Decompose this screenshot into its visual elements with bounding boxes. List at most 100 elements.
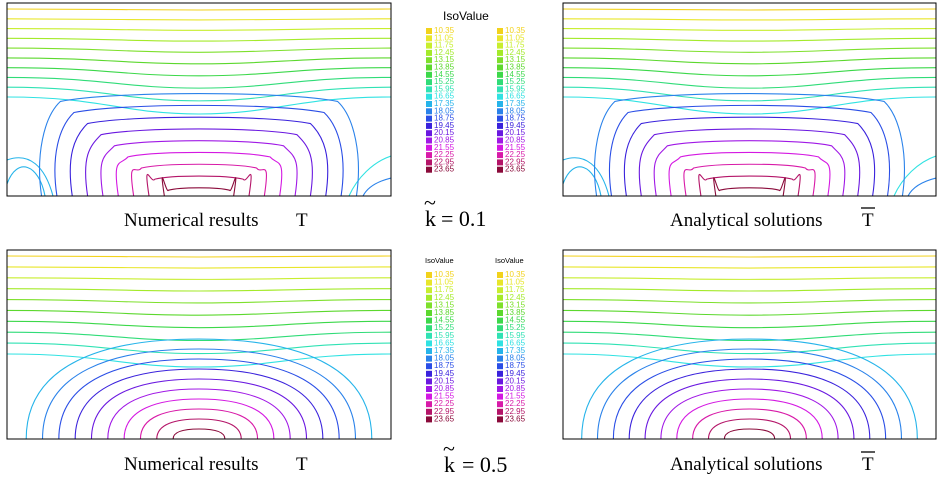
contour-line bbox=[660, 388, 839, 439]
legend-r1-right: 10.3511.0511.7512.4513.1513.8514.5515.25… bbox=[497, 26, 526, 174]
contour-line bbox=[90, 378, 308, 439]
legend-value: 10.35 bbox=[505, 270, 526, 279]
legend-swatch bbox=[497, 86, 503, 93]
legend-value: 19.45 bbox=[434, 369, 455, 378]
contour-line bbox=[7, 288, 391, 292]
contour-line bbox=[115, 151, 283, 196]
legend-value: 13.85 bbox=[434, 63, 455, 72]
legend-swatch bbox=[426, 294, 432, 301]
legend-title-r1: IsoValue bbox=[443, 9, 489, 23]
contour-line bbox=[563, 18, 936, 21]
legend-value: 21.55 bbox=[505, 143, 526, 152]
contour-line bbox=[74, 368, 324, 439]
legend-swatch bbox=[426, 42, 432, 49]
legend-swatch bbox=[497, 152, 503, 159]
legend-swatch bbox=[426, 122, 432, 129]
legend-swatch bbox=[426, 49, 432, 56]
legend-swatch bbox=[426, 340, 432, 347]
legend-value: 11.75 bbox=[434, 285, 454, 294]
legend-swatch bbox=[426, 137, 432, 144]
legend-swatch bbox=[497, 64, 503, 71]
contour-line bbox=[131, 163, 267, 196]
legend-swatch bbox=[426, 57, 432, 64]
legend-swatch bbox=[426, 71, 432, 78]
legend-value: 22.25 bbox=[434, 399, 455, 408]
contour-line bbox=[653, 140, 846, 196]
legend-value: 18.75 bbox=[434, 361, 455, 370]
legend-swatch bbox=[497, 325, 503, 332]
contour-line bbox=[563, 299, 936, 304]
legend-value: 21.55 bbox=[505, 392, 526, 401]
legend-swatch bbox=[497, 137, 503, 144]
contour-line bbox=[563, 277, 936, 280]
legend-value: 19.45 bbox=[505, 121, 526, 130]
legend-value: 23.65 bbox=[434, 414, 455, 423]
legend-value: 22.95 bbox=[434, 157, 455, 166]
panel-r1-right bbox=[562, 2, 937, 197]
contour-line bbox=[907, 177, 936, 196]
contour-line bbox=[58, 358, 340, 439]
legend-value: 16.65 bbox=[434, 338, 455, 347]
legend-swatch bbox=[497, 348, 503, 354]
contour-line bbox=[668, 151, 831, 196]
legend-value: 19.45 bbox=[505, 369, 526, 378]
legend-value: 12.45 bbox=[434, 293, 455, 302]
row1-left-caption: Numerical results bbox=[124, 210, 259, 231]
legend-value: 16.65 bbox=[434, 92, 455, 101]
contour-line bbox=[7, 266, 391, 269]
contour-line bbox=[563, 157, 610, 196]
legend-swatch bbox=[426, 348, 432, 354]
legend-swatch bbox=[497, 340, 503, 347]
legend-value: 20.15 bbox=[434, 128, 455, 137]
legend-value: 20.85 bbox=[434, 136, 455, 145]
legend-value: 18.75 bbox=[505, 361, 526, 370]
legend-swatch bbox=[497, 332, 503, 339]
legend-swatch bbox=[426, 416, 432, 423]
legend-value: 22.95 bbox=[505, 407, 526, 416]
legend-r1-left: 10.3511.0511.7512.4513.1513.8514.5515.25… bbox=[426, 26, 455, 174]
contour-line bbox=[596, 348, 903, 439]
contour-line bbox=[563, 37, 936, 42]
legend-value: 20.15 bbox=[434, 376, 455, 385]
panel-r2-left-contours bbox=[7, 255, 391, 439]
legend-value: 22.95 bbox=[434, 407, 455, 416]
legend-swatch bbox=[497, 355, 503, 362]
contour-line bbox=[69, 116, 329, 196]
legend-value: 22.25 bbox=[434, 150, 455, 159]
legend-title-r2-left: IsoValue bbox=[425, 256, 454, 265]
legend-swatch bbox=[497, 363, 503, 370]
row1-left-symbol: T bbox=[296, 210, 308, 231]
legend-value: 17.35 bbox=[434, 346, 455, 355]
legend-swatch bbox=[497, 108, 503, 115]
contour-line bbox=[161, 177, 237, 196]
legend-value: 23.65 bbox=[434, 165, 455, 174]
contour-line bbox=[7, 67, 391, 77]
legend-swatch bbox=[497, 35, 503, 42]
legend-swatch bbox=[497, 28, 503, 34]
legend-value: 21.55 bbox=[434, 392, 455, 401]
contour-line bbox=[7, 37, 391, 42]
legend-value: 11.05 bbox=[505, 278, 525, 287]
legend-swatch bbox=[426, 355, 432, 362]
legend-swatch bbox=[497, 71, 503, 78]
contour-line bbox=[54, 104, 344, 196]
legend-swatch bbox=[497, 279, 503, 286]
row2-right-caption: Analytical solutions bbox=[670, 454, 823, 475]
legend-swatch bbox=[426, 287, 432, 294]
row2-left-caption: Numerical results bbox=[124, 454, 259, 475]
legend-swatch bbox=[426, 144, 432, 151]
contour-line bbox=[563, 166, 602, 196]
contour-line bbox=[628, 368, 871, 439]
legend-swatch bbox=[426, 393, 432, 400]
legend-swatch bbox=[497, 416, 503, 423]
contour-line bbox=[563, 86, 936, 102]
contour-line bbox=[608, 104, 891, 196]
contour-line bbox=[123, 398, 275, 439]
contour-line bbox=[172, 428, 226, 439]
legend-value: 13.15 bbox=[505, 55, 526, 64]
legend-value: 15.95 bbox=[434, 331, 455, 340]
row2-k-value: = 0.5 bbox=[462, 452, 507, 477]
legend-value: 12.45 bbox=[434, 48, 455, 57]
legend-value: 23.65 bbox=[505, 165, 526, 174]
contour-line bbox=[723, 428, 776, 439]
